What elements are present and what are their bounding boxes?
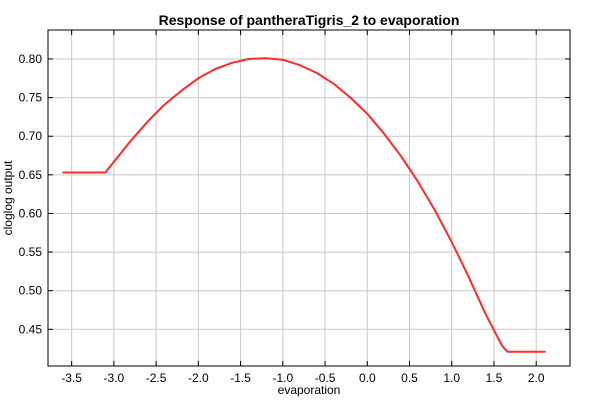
- tick-labels: -3.5 -3.0 -2.5 -2.0 -1.5 -1.0 -0.5 0.0 0.5 1.0 1.5…: [19, 52, 545, 385]
- y-tick-label: 0.45: [19, 322, 43, 336]
- y-tick-label: 0.80: [19, 52, 43, 66]
- y-tick-label: 0.75: [19, 91, 43, 105]
- grid-lines: [48, 30, 570, 366]
- y-axis-label: cloglog output: [1, 160, 15, 235]
- x-tick-label: -2.5: [146, 371, 167, 385]
- x-tick-label: 1.0: [443, 371, 460, 385]
- x-tick-label: -0.5: [315, 371, 336, 385]
- chart-title: Response of pantheraTigris_2 to evaporat…: [159, 12, 460, 28]
- y-tick-label: 0.65: [19, 168, 43, 182]
- plot-frame: [47, 29, 571, 367]
- y-tick-label: 0.60: [19, 206, 43, 220]
- y-tick-label: 0.55: [19, 245, 43, 259]
- x-tick-label: -3.0: [104, 371, 125, 385]
- x-tick-label: -3.5: [61, 371, 82, 385]
- axis-ticks: [48, 30, 570, 366]
- x-tick-label: 1.5: [486, 371, 503, 385]
- x-tick-label: -1.5: [230, 371, 251, 385]
- y-tick-label: 0.70: [19, 129, 43, 143]
- series-group: [62, 57, 546, 353]
- x-tick-label: 2.0: [528, 371, 545, 385]
- x-tick-label: -1.0: [272, 371, 293, 385]
- response-curve: [62, 57, 546, 353]
- x-tick-label: 0.0: [359, 371, 376, 385]
- x-tick-label: -2.0: [188, 371, 209, 385]
- y-tick-label: 0.50: [19, 284, 43, 298]
- x-tick-label: 0.5: [401, 371, 418, 385]
- x-axis-label: evaporation: [278, 383, 341, 397]
